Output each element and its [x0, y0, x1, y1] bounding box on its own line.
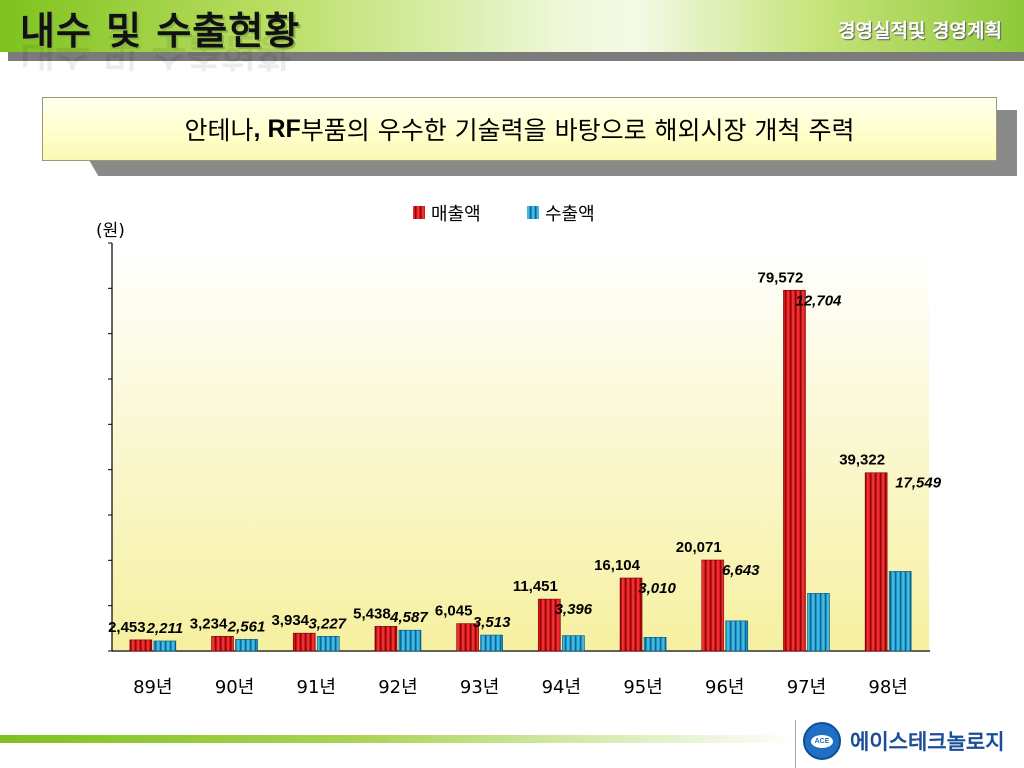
bar-export [725, 620, 749, 652]
data-label-sales: 20,071 [676, 539, 722, 556]
data-label-export: 2,561 [227, 618, 266, 635]
data-label-export: 17,549 [895, 475, 942, 492]
page-title: 내수 및 수출현황 [20, 9, 301, 53]
bar-export [643, 637, 667, 652]
data-label-sales: 2,453 [108, 619, 146, 636]
data-label-sales: 79,572 [758, 269, 804, 286]
company-logo: ACE [803, 722, 841, 760]
company-name: 에이스테크놀로지 [850, 730, 1005, 754]
bar-export [888, 571, 912, 652]
bars [129, 289, 912, 652]
legend: 매출액 수출액 [413, 204, 595, 225]
bar-sales [374, 626, 398, 652]
footer-bar [0, 735, 800, 743]
x-tick-labels: 89년 90년 91년 92년 93년 94년 95년 96년 97년 98년 [133, 677, 908, 698]
x-tick-label: 96년 [705, 677, 744, 698]
legend-export-swatch [527, 206, 539, 219]
banner-text-bold: , RF [253, 114, 301, 143]
legend-sales-label: 매출액 [431, 204, 481, 225]
data-label-sales: 3,234 [190, 615, 228, 632]
x-tick-label: 97년 [787, 677, 826, 698]
data-label-sales: 16,104 [594, 557, 641, 574]
banner-text-prefix: 안테나 [184, 116, 254, 145]
data-label-export: 4,587 [389, 609, 428, 626]
data-label-sales: 6,045 [435, 603, 473, 620]
data-label-export: 6,643 [722, 562, 760, 579]
data-label-sales: 39,322 [839, 452, 885, 469]
data-label-export: 3,513 [473, 614, 511, 631]
section-label: 경영실적및 경영계획 [838, 20, 1002, 42]
data-label-sales: 3,934 [271, 612, 309, 629]
y-ticks [108, 242, 112, 652]
bar-export [316, 636, 340, 652]
data-label-export: 2,211 [146, 620, 183, 637]
data-label-export: 3,227 [308, 615, 346, 632]
x-tick-label: 89년 [133, 677, 172, 698]
bar-sales [211, 636, 234, 652]
data-label-sales: 11,451 [513, 578, 558, 595]
legend-export-label: 수출액 [545, 204, 595, 225]
bar-sales [783, 289, 806, 652]
x-tick-label: 91년 [297, 677, 336, 698]
bar-sales [619, 577, 643, 652]
y-unit-label: (원) [96, 221, 125, 241]
data-label-export: 3,396 [555, 601, 593, 618]
logo-text: ACE [811, 734, 833, 748]
bar-export [480, 634, 503, 652]
x-tick-label: 98년 [868, 677, 907, 698]
bar-sales [701, 559, 725, 652]
bar-sales [129, 639, 153, 652]
header-shadow [8, 52, 1024, 61]
bar-sales [538, 598, 561, 652]
bar-export [153, 640, 177, 652]
x-tick-label: 94년 [542, 677, 581, 698]
bar-export [398, 629, 422, 652]
data-label-export: 3,010 [638, 580, 676, 597]
legend-sales-swatch [413, 206, 425, 219]
bar-export [807, 593, 830, 652]
x-tick-label: 90년 [215, 677, 254, 698]
bar-sales [864, 472, 888, 652]
data-labels: 2,453 2,211 3,234 2,561 3,934 3,227 5,438 4,587… [108, 269, 942, 637]
banner-text-suffix: 부품의 우수한 기술력을 바탕으로 해외시장 개척 주력 [300, 116, 855, 145]
bar-sales [292, 632, 316, 652]
data-label-sales: 5,438 [353, 605, 391, 622]
x-tick-label: 95년 [623, 677, 662, 698]
bar-export [562, 635, 585, 652]
x-tick-label: 92년 [378, 677, 417, 698]
header-band [0, 0, 1024, 52]
data-label-export: 12,704 [796, 292, 843, 309]
bar-sales [456, 623, 479, 652]
headline-banner: 안테나, RF 부품의 우수한 기술력을 바탕으로 해외시장 개척 주력 [42, 97, 997, 161]
x-tick-label: 93년 [460, 677, 499, 698]
bar-export [235, 639, 258, 652]
